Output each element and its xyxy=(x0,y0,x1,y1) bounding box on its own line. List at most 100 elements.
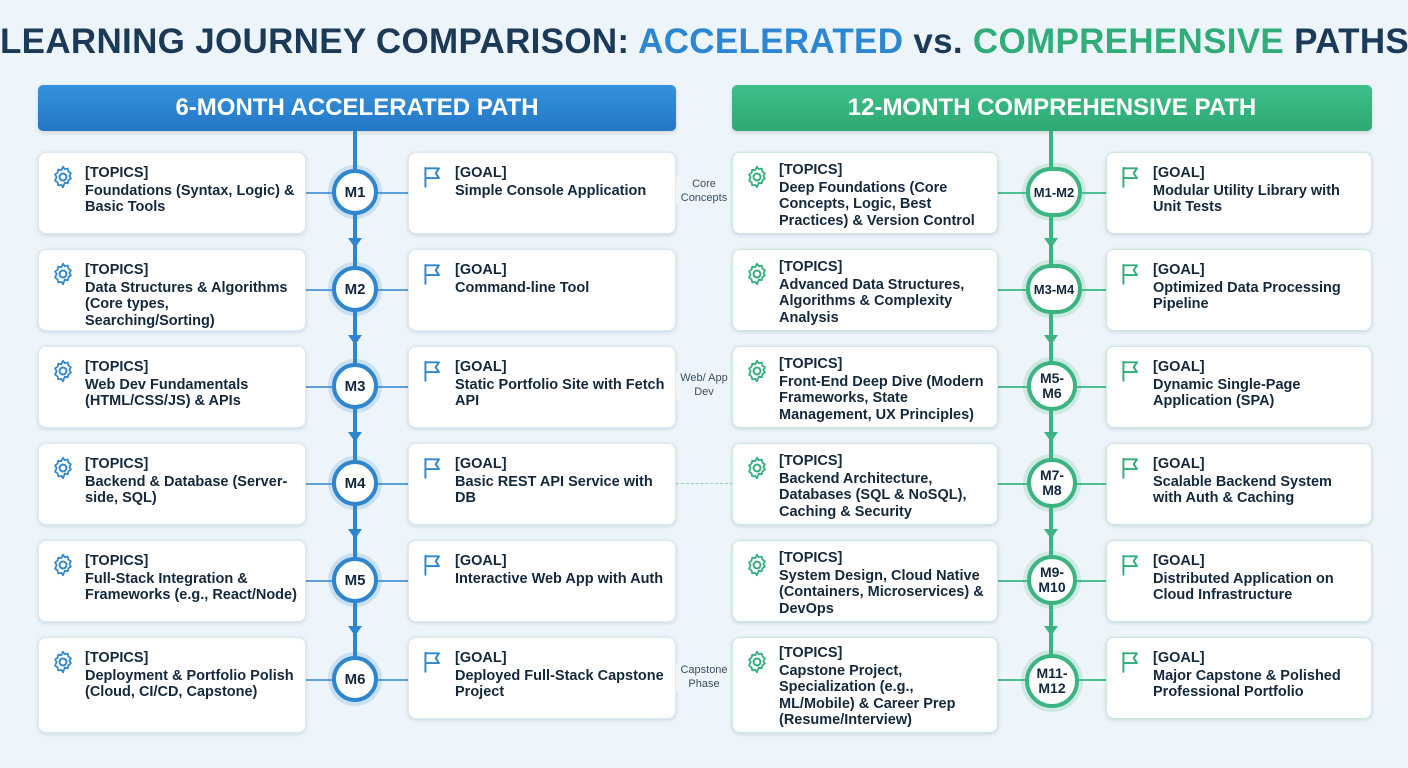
topics-tag: [TOPICS] xyxy=(85,553,149,569)
goal-card-m1-m2: [GOAL] Modular Utility Library with Unit … xyxy=(1106,152,1372,234)
goal-tag: [GOAL] xyxy=(1153,262,1205,278)
goal-text: Simple Console Application xyxy=(455,182,647,199)
gear-icon xyxy=(54,359,72,383)
goal-tag: [GOAL] xyxy=(455,456,507,472)
accelerated-path-header: 6-MONTH ACCELERATED PATH xyxy=(38,85,676,131)
flag-icon xyxy=(1122,651,1138,673)
topics-text: Full-Stack Integration & Frameworks (e.g… xyxy=(85,570,297,604)
topics-text: Deep Foundations (Core Concepts, Logic, … xyxy=(779,179,975,229)
goal-tag: [GOAL] xyxy=(455,359,507,375)
topics-card-m4: [TOPICS] Backend & Database (Server-side,… xyxy=(38,443,306,525)
gear-icon xyxy=(54,650,72,674)
topics-tag: [TOPICS] xyxy=(85,456,149,472)
topics-card-m3-m4: [TOPICS] Advanced Data Structures, Algori… xyxy=(732,249,998,331)
topics-card-m11-m12: [TOPICS] Capstone Project, Specialization… xyxy=(732,637,998,733)
goal-card-m2: [GOAL] Command-line Tool xyxy=(408,249,676,331)
goal-tag: [GOAL] xyxy=(455,650,507,666)
goal-text: Static Portfolio Site with Fetch API xyxy=(455,376,665,410)
topics-card-m5: [TOPICS] Full-Stack Integration & Framewo… xyxy=(38,540,306,622)
flag-icon xyxy=(424,457,440,479)
milestone-node-m3-m4: M3-M4 xyxy=(1026,264,1082,314)
milestone-node-m6: M6 xyxy=(332,656,378,702)
goal-card-m5-m6: [GOAL] Dynamic Single-Page Application (S… xyxy=(1106,346,1372,428)
gear-icon xyxy=(54,456,72,480)
goal-text: Optimized Data Processing Pipeline xyxy=(1153,279,1341,313)
goal-card-m11-m12: [GOAL] Major Capstone & Polished Professi… xyxy=(1106,637,1372,719)
goal-text: Interactive Web App with Auth xyxy=(455,570,664,587)
arrow-down-icon xyxy=(1044,432,1058,442)
goal-tag: [GOAL] xyxy=(455,553,507,569)
arrow-down-icon xyxy=(348,238,362,248)
topics-tag: [TOPICS] xyxy=(779,356,843,372)
goal-card-m7-m8: [GOAL] Scalable Backend System with Auth … xyxy=(1106,443,1372,525)
goal-card-m1: [GOAL] Simple Console Application xyxy=(408,152,676,234)
topics-text: Backend & Database (Server-side, SQL) xyxy=(85,473,288,507)
title-vs: vs. xyxy=(913,22,963,61)
flag-icon xyxy=(424,166,440,188)
milestone-node-m5-m6: M5-M6 xyxy=(1027,361,1077,411)
gear-icon xyxy=(748,553,766,577)
goal-tag: [GOAL] xyxy=(1153,553,1205,569)
goal-text: Basic REST API Service with DB xyxy=(455,473,653,507)
topics-tag: [TOPICS] xyxy=(85,650,149,666)
goal-card-m5: [GOAL] Interactive Web App with Auth xyxy=(408,540,676,622)
milestone-node-m9-m10: M9-M10 xyxy=(1027,555,1077,605)
title-accelerated: ACCELERATED xyxy=(638,22,904,61)
flag-icon xyxy=(1122,457,1138,479)
topics-tag: [TOPICS] xyxy=(779,645,843,661)
goal-card-m4: [GOAL] Basic REST API Service with DB xyxy=(408,443,676,525)
goal-tag: [GOAL] xyxy=(1153,359,1205,375)
comprehensive-path-header: 12-MONTH COMPREHENSIVE PATH xyxy=(732,85,1372,131)
topics-tag: [TOPICS] xyxy=(85,165,149,181)
topics-tag: [TOPICS] xyxy=(779,453,843,469)
gear-icon xyxy=(748,165,766,189)
topics-card-m3: [TOPICS] Web Dev Fundamentals (HTML/CSS/J… xyxy=(38,346,306,428)
flag-icon xyxy=(424,360,440,382)
topics-text: System Design, Cloud Native (Containers,… xyxy=(779,567,984,617)
goal-tag: [GOAL] xyxy=(455,262,507,278)
goal-card-m3-m4: [GOAL] Optimized Data Processing Pipeline xyxy=(1106,249,1372,331)
arrow-down-icon xyxy=(348,432,362,442)
topics-tag: [TOPICS] xyxy=(85,262,149,278)
milestone-node-m2: M2 xyxy=(332,266,378,312)
goal-text: Scalable Backend System with Auth & Cach… xyxy=(1153,473,1332,507)
bridge-label-web: Web/ App Dev xyxy=(676,371,732,399)
topics-text: Front-End Deep Dive (Modern Frameworks, … xyxy=(779,373,984,423)
bridge-label-core: Core Concepts xyxy=(676,177,732,205)
goal-text: Modular Utility Library with Unit Tests xyxy=(1153,182,1340,216)
topics-tag: [TOPICS] xyxy=(779,162,843,178)
flag-icon xyxy=(1122,263,1138,285)
gear-icon xyxy=(54,165,72,189)
topics-card-m2: [TOPICS] Data Structures & Algorithms (Co… xyxy=(38,249,306,331)
goal-tag: [GOAL] xyxy=(1153,650,1205,666)
topics-card-m1-m2: [TOPICS] Deep Foundations (Core Concepts,… xyxy=(732,152,998,234)
topics-tag: [TOPICS] xyxy=(779,259,843,275)
goal-card-m6: [GOAL] Deployed Full-Stack Capstone Proje… xyxy=(408,637,676,719)
goal-tag: [GOAL] xyxy=(1153,456,1205,472)
title-comprehensive: COMPREHENSIVE xyxy=(972,22,1285,61)
flag-icon xyxy=(1122,166,1138,188)
goal-card-m9-m10: [GOAL] Distributed Application on Cloud I… xyxy=(1106,540,1372,622)
flag-icon xyxy=(424,263,440,285)
milestone-node-m11-m12: M11-M12 xyxy=(1025,654,1079,708)
page-title: LEARNING JOURNEY COMPARISON: ACCELERATED… xyxy=(0,22,1408,62)
topics-tag: [TOPICS] xyxy=(85,359,149,375)
milestone-node-m1: M1 xyxy=(332,169,378,215)
flag-icon xyxy=(424,554,440,576)
goal-text: Major Capstone & Polished Professional P… xyxy=(1153,667,1341,701)
topics-text: Data Structures & Algorithms (Core types… xyxy=(85,279,288,329)
topics-card-m5-m6: [TOPICS] Front-End Deep Dive (Modern Fram… xyxy=(732,346,998,428)
title-prefix: LEARNING JOURNEY COMPARISON: xyxy=(0,22,630,61)
goal-tag: [GOAL] xyxy=(455,165,507,181)
milestone-node-m3: M3 xyxy=(332,363,378,409)
bridge-dashed-line xyxy=(676,483,733,484)
topics-text: Web Dev Fundamentals (HTML/CSS/JS) & API… xyxy=(85,376,249,410)
gear-icon xyxy=(54,262,72,286)
topics-text: Capstone Project, Specialization (e.g., … xyxy=(779,662,956,729)
goal-card-m3: [GOAL] Static Portfolio Site with Fetch A… xyxy=(408,346,676,428)
topics-text: Deployment & Portfolio Polish (Cloud, CI… xyxy=(85,667,294,701)
arrow-down-icon xyxy=(348,335,362,345)
topics-card-m6: [TOPICS] Deployment & Portfolio Polish (C… xyxy=(38,637,306,733)
topics-text: Backend Architecture, Databases (SQL & N… xyxy=(779,470,967,520)
arrow-down-icon xyxy=(348,529,362,539)
